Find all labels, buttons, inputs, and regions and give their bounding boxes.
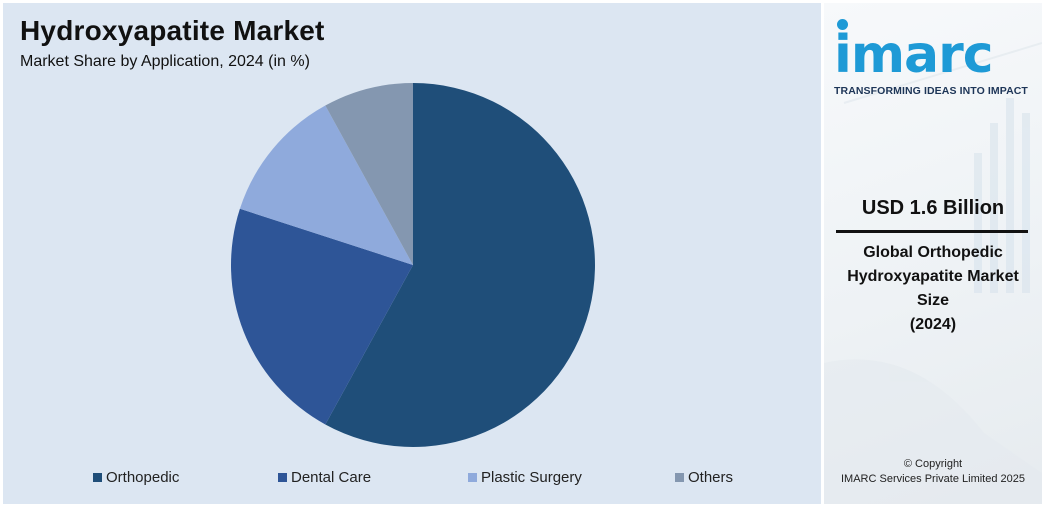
info-panel: imarc TRANSFORMING IDEAS INTO IMPACT USD… (824, 3, 1042, 504)
legend-item-orthopedic: Orthopedic (93, 469, 179, 486)
legend-swatch (675, 473, 684, 482)
legend-swatch (468, 473, 477, 482)
market-size-description: Global Orthopedic Hydroxyapatite Market … (824, 241, 1042, 337)
legend-item-others: Others (675, 469, 733, 486)
copyright-line: © Copyright (903, 458, 963, 470)
divider (836, 230, 1028, 233)
pie-slice-others (325, 83, 413, 265)
description-line: (2024) (909, 316, 957, 333)
chart-title: Hydroxyapatite Market (20, 15, 325, 46)
pie-slice-plastic-surgery (239, 105, 413, 265)
pie-slice-dental-care (231, 208, 413, 425)
description-line: Size (916, 292, 949, 309)
imarc-logo: imarc (834, 19, 1034, 87)
logo-wordmark: imarc (834, 25, 994, 85)
legend-label: Others (688, 469, 734, 486)
legend-item-plastic-surgery: Plastic Surgery (468, 469, 582, 486)
legend-label: Dental Care (291, 469, 372, 486)
market-size-value: USD 1.6 Billion (861, 197, 1005, 219)
legend-swatch (93, 473, 102, 482)
copyright: © Copyright IMARC Services Private Limit… (824, 457, 1042, 487)
pie-slice-orthopedic (325, 83, 595, 447)
legend-label: Orthopedic (106, 469, 180, 486)
legend-item-dental-care: Dental Care (278, 469, 371, 486)
chart-panel: Hydroxyapatite Market Market Share by Ap… (3, 3, 821, 504)
legend-label: Plastic Surgery (481, 469, 582, 486)
chart-subtitle: Market Share by Application, 2024 (in %) (20, 53, 310, 70)
description-line: Global Orthopedic (863, 244, 1003, 261)
brand-tagline: TRANSFORMING IDEAS INTO IMPACT (834, 85, 1028, 97)
description-line: Hydroxyapatite Market (847, 268, 1019, 285)
copyright-line: IMARC Services Private Limited 2025 (840, 473, 1025, 485)
logo-dot-icon (837, 19, 848, 30)
background-decoration (824, 42, 1042, 504)
pie-chart (231, 83, 595, 447)
legend-swatch (278, 473, 287, 482)
chart-legend: Orthopedic Dental Care Plastic Surgery Othe… (3, 469, 821, 489)
